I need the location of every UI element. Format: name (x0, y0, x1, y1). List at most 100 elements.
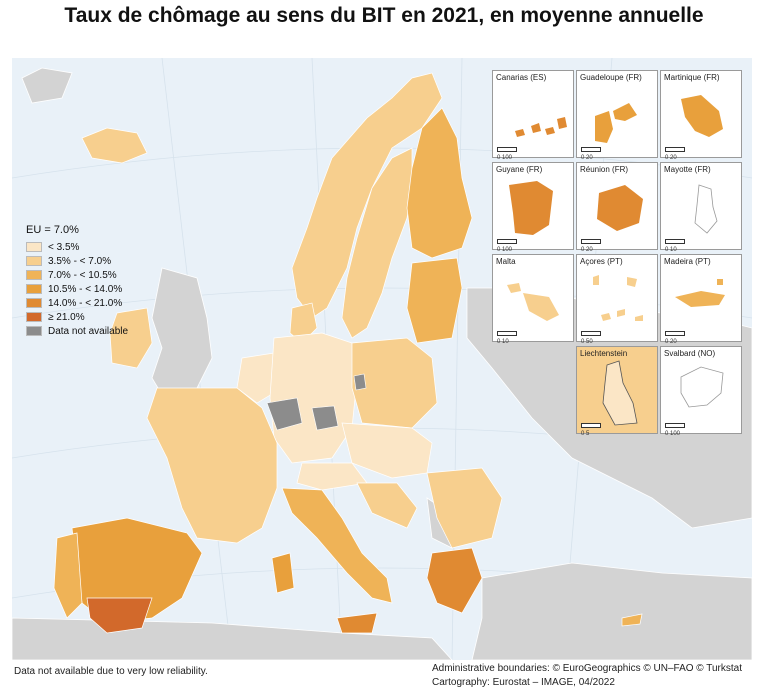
data-not-available-regions (266, 373, 367, 431)
inset-malta: Malta 0 10 (492, 254, 574, 345)
inset-label: Guadeloupe (FR) (580, 73, 642, 82)
scale-bar (497, 147, 517, 152)
footnote-boundaries: Administrative boundaries: © EuroGeograp… (432, 663, 743, 674)
inset-label: Svalbard (NO) (664, 349, 716, 358)
europe-map (12, 58, 752, 660)
scale-bar (665, 331, 685, 336)
legend-heading: EU = 7.0% (26, 224, 79, 236)
iceland (81, 127, 148, 164)
turkey-region (471, 562, 752, 660)
legend-row: 14.0% - < 21.0% (26, 296, 146, 310)
inset-map (593, 275, 643, 321)
germany (269, 332, 358, 464)
scale-bar (581, 239, 601, 244)
cyprus (621, 613, 643, 627)
inset-svalbard: Svalbard (NO) 0 100 (660, 346, 742, 437)
scale-label: 0 5 (581, 431, 590, 437)
legend-row: 10.5% - < 14.0% (26, 282, 146, 296)
legend-label: ≥ 21.0% (48, 311, 85, 323)
legend-swatch (26, 270, 42, 280)
legend-swatch (26, 242, 42, 252)
italy (281, 487, 393, 604)
inset-label: Madeira (PT) (664, 257, 711, 266)
scale-label: 0 20 (665, 155, 677, 161)
inset-map (597, 185, 643, 231)
greece (426, 547, 483, 614)
scale-bar (665, 423, 685, 428)
map-frame: EU = 7.0% < 3.5% 3.5% - < 7.0% 7.0% - < … (12, 58, 752, 660)
footnote-cartography: Cartography: Eurostat – IMAGE, 04/2022 (432, 677, 615, 688)
scale-label: 0 20 (581, 155, 593, 161)
inset-martinique: Martinique (FR) 0 20 (660, 70, 742, 161)
austria (296, 462, 368, 491)
legend-label: 3.5% - < 7.0% (48, 255, 112, 267)
legend-row: Data not available (26, 324, 146, 338)
legend: EU = 7.0% < 3.5% 3.5% - < 7.0% 7.0% - < … (26, 224, 146, 338)
scale-label: 0 10 (497, 339, 509, 345)
scale-label: 0 10 (665, 247, 677, 253)
inset-map (507, 283, 559, 321)
scale-label: 0 50 (581, 339, 593, 345)
scale-bar (581, 331, 601, 336)
inset-map (694, 184, 718, 234)
footnote-credits: Administrative boundaries: © EuroGeograp… (432, 662, 742, 690)
scale-bar (497, 239, 517, 244)
scale-label: 0 100 (665, 431, 681, 437)
inset-reunion: Réunion (FR) 0 20 (576, 162, 658, 253)
scale-bar (581, 147, 601, 152)
inset-label: Açores (PT) (580, 257, 623, 266)
france (146, 387, 278, 544)
poland (351, 337, 438, 429)
finland (406, 107, 473, 259)
inset-label: Mayotte (FR) (664, 165, 711, 174)
legend-label: 10.5% - < 14.0% (48, 283, 123, 295)
scale-bar (665, 239, 685, 244)
inset-label: Canarias (ES) (496, 73, 547, 82)
inset-label: Liechtenstein (580, 349, 628, 358)
scale-label: 0 20 (581, 247, 593, 253)
eu-regions (53, 72, 643, 634)
inset-label: Malta (496, 257, 516, 266)
legend-swatch (26, 326, 42, 336)
inset-acores: Açores (PT) 0 50 (576, 254, 658, 345)
sweden (341, 147, 413, 339)
scale-bar (665, 147, 685, 152)
inset-map (577, 347, 657, 433)
scale-label: 0 100 (497, 247, 513, 253)
legend-swatch (26, 256, 42, 266)
croatia (356, 482, 418, 529)
scale-bar (497, 331, 517, 336)
legend-swatch (26, 298, 42, 308)
inset-map (595, 103, 637, 143)
footnote-data-note: Data not available due to very low relia… (14, 666, 208, 677)
legend-label: 14.0% - < 21.0% (48, 297, 123, 309)
inset-label: Réunion (FR) (580, 165, 629, 174)
ireland (109, 307, 153, 369)
legend-row: 7.0% - < 10.5% (26, 268, 146, 282)
legend-row: < 3.5% (26, 240, 146, 254)
north-africa-region (12, 617, 453, 660)
norway (291, 72, 443, 319)
portugal (53, 532, 83, 619)
inset-map (515, 117, 567, 137)
legend-swatch (26, 284, 42, 294)
andalucia (86, 597, 153, 634)
romania-bulgaria (426, 467, 503, 549)
scale-label: 0 100 (497, 155, 513, 161)
baltics (406, 257, 463, 344)
great-britain-region (151, 267, 213, 404)
iceland-region (21, 67, 73, 104)
inset-label: Guyane (FR) (496, 165, 543, 174)
legend-swatch (26, 312, 42, 322)
legend-row: ≥ 21.0% (26, 310, 146, 324)
sardinia (271, 552, 295, 594)
legend-label: < 3.5% (48, 241, 80, 253)
legend-label: Data not available (48, 325, 129, 337)
inset-map (680, 366, 724, 408)
inset-map (675, 279, 725, 307)
inset-map (681, 95, 723, 137)
sicily (336, 612, 378, 634)
scale-bar (581, 423, 601, 428)
inset-madeira: Madeira (PT) 0 20 (660, 254, 742, 345)
legend-label: 7.0% - < 10.5% (48, 269, 117, 281)
